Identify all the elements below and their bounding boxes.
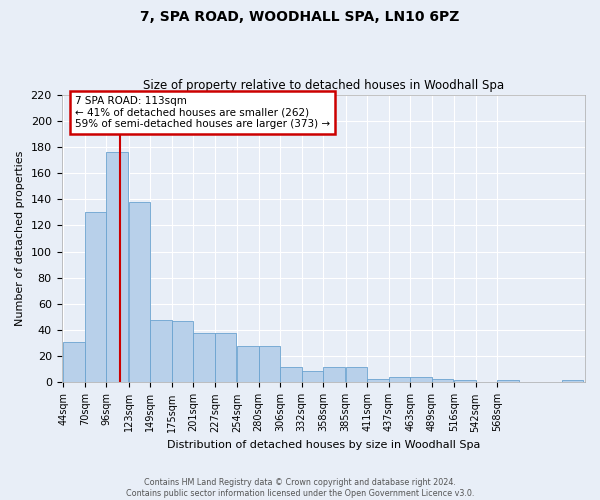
- Bar: [389, 377, 410, 382]
- Bar: [497, 380, 519, 382]
- Bar: [432, 378, 454, 382]
- Text: Contains HM Land Registry data © Crown copyright and database right 2024.
Contai: Contains HM Land Registry data © Crown c…: [126, 478, 474, 498]
- Bar: [128, 202, 150, 382]
- Bar: [106, 152, 128, 382]
- Bar: [150, 320, 172, 382]
- Bar: [63, 342, 85, 382]
- Bar: [302, 370, 323, 382]
- Bar: [237, 346, 259, 383]
- Bar: [410, 377, 432, 382]
- Text: 7 SPA ROAD: 113sqm
← 41% of detached houses are smaller (262)
59% of semi-detach: 7 SPA ROAD: 113sqm ← 41% of detached hou…: [75, 96, 330, 129]
- Bar: [367, 378, 389, 382]
- Bar: [280, 366, 302, 382]
- X-axis label: Distribution of detached houses by size in Woodhall Spa: Distribution of detached houses by size …: [167, 440, 480, 450]
- Title: Size of property relative to detached houses in Woodhall Spa: Size of property relative to detached ho…: [143, 79, 504, 92]
- Bar: [562, 380, 583, 382]
- Y-axis label: Number of detached properties: Number of detached properties: [15, 151, 25, 326]
- Bar: [454, 380, 476, 382]
- Bar: [193, 332, 215, 382]
- Bar: [346, 366, 367, 382]
- Bar: [215, 332, 236, 382]
- Text: 7, SPA ROAD, WOODHALL SPA, LN10 6PZ: 7, SPA ROAD, WOODHALL SPA, LN10 6PZ: [140, 10, 460, 24]
- Bar: [323, 366, 345, 382]
- Bar: [85, 212, 106, 382]
- Bar: [259, 346, 280, 383]
- Bar: [172, 321, 193, 382]
